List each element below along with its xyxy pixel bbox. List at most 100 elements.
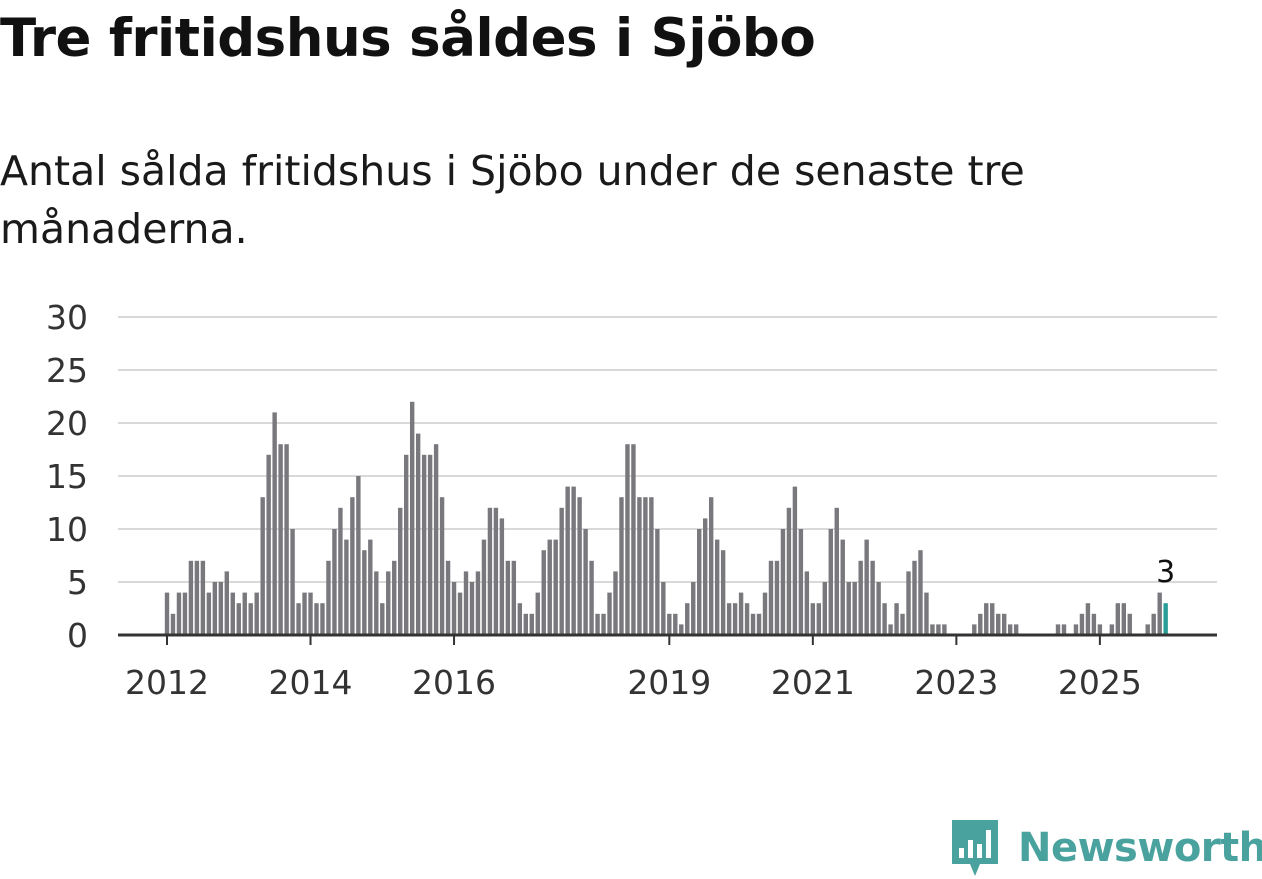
chart-title: Tre fritidshus såldes i Sjöbo [0,8,816,69]
bar [475,571,481,635]
x-tick-label: 2023 [914,663,998,702]
bar [798,529,804,635]
bar [738,592,744,635]
bar [720,550,726,635]
newsworthy-logo: Newsworthy [950,818,1262,878]
bar [732,603,738,635]
bar [212,582,218,635]
bar [804,571,810,635]
bar [625,444,630,635]
bar [942,624,947,635]
bar [218,582,224,635]
bar [529,613,534,635]
bar [1127,613,1132,635]
bar [810,603,816,635]
bar [523,613,528,635]
bar [362,550,367,635]
bar [756,613,762,635]
bar [685,603,690,635]
x-tick-label: 2014 [269,663,353,702]
bar [206,592,212,635]
bar [236,603,241,635]
brand-name: Newsworthy [1018,825,1262,871]
bar [553,539,558,635]
bar [284,444,289,635]
bar [637,497,642,635]
bar [1115,603,1121,635]
bar [386,571,391,635]
bar [822,582,827,635]
bar [314,603,319,635]
bar [320,603,325,635]
bar [990,603,995,635]
bar [918,550,923,635]
bar [984,603,989,635]
bar [392,560,397,635]
bar [499,518,505,635]
bar [1085,603,1091,635]
bar [834,507,839,635]
bar [816,603,822,635]
bar [344,539,349,635]
bar [930,624,935,635]
y-tick-label: 5 [67,563,88,602]
newsworthy-icon [952,820,998,876]
bar [846,582,851,635]
y-axis-ticks: 0 5 10 15 20 25 30 [46,298,88,655]
bar [912,560,917,635]
bar [655,529,660,635]
bar [780,529,786,635]
bar [1097,624,1103,635]
bar [409,401,415,635]
bar [445,560,451,635]
bar [595,613,600,635]
bar [248,603,253,635]
bar [433,444,439,635]
bar [182,592,188,635]
bar [439,497,445,635]
bar [1091,613,1097,635]
bars [164,401,1168,635]
bar [565,486,570,635]
bar [703,518,708,635]
bar [415,433,421,635]
bar [374,571,379,635]
bar [505,560,511,635]
bar [224,571,229,635]
bar [1013,624,1019,635]
bar [589,560,594,635]
x-tick-label: 2021 [771,663,855,702]
bar [164,592,170,635]
bar [708,497,714,635]
bar [398,507,403,635]
bar [1163,603,1168,635]
bar [272,412,277,635]
bar [924,592,929,635]
bar [577,497,582,635]
bar [864,539,869,635]
bar [894,603,899,635]
bar [876,582,881,635]
bar [900,613,905,635]
y-tick-label: 15 [46,457,88,496]
bar [188,560,194,635]
bar [481,539,487,635]
bar [1109,624,1115,635]
bar [661,582,666,635]
bar [176,592,182,635]
bar [786,507,792,635]
x-axis-ticks: 2012 2014 2016 2019 2021 2023 2025 [125,635,1142,702]
bar [996,613,1001,635]
bar [1145,624,1150,635]
bar [631,444,636,635]
bar [744,603,750,635]
bar [350,497,355,635]
bar [828,529,833,635]
bar [673,613,678,635]
bar [762,592,768,635]
bar [547,539,552,635]
bar [601,613,606,635]
bar [906,571,911,635]
bar [697,529,702,635]
